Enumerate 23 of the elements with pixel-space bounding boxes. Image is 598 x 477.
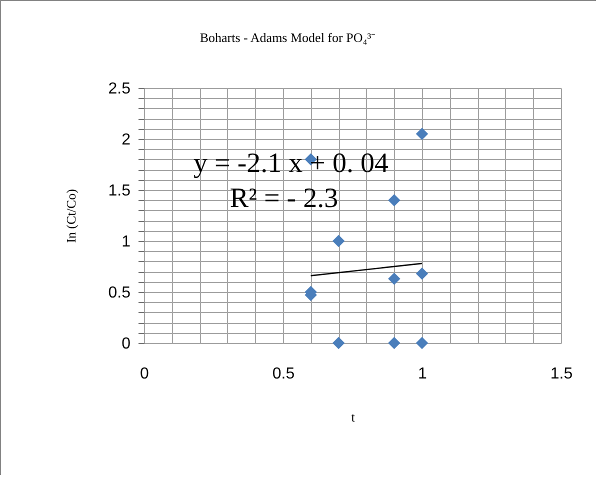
y-tick-label: 1.5 [108, 182, 131, 200]
y-tick-label: 2 [122, 132, 131, 148]
point [388, 194, 400, 206]
y-tick-label: 0.5 [108, 284, 131, 302]
y-tick-label: 0 [122, 336, 131, 352]
point [416, 336, 428, 350]
chart-title: Boharts - Adams Model for PO₄³⁻ [200, 30, 376, 45]
point [416, 268, 428, 280]
y-tick-label: 1 [122, 234, 131, 250]
annotation: y = -2.1 x + 0. 04 [194, 148, 388, 179]
point [388, 272, 400, 285]
x-tick-label: 1 [418, 366, 428, 382]
point [332, 336, 345, 350]
point [416, 128, 428, 140]
x-tick-label: 1.5 [550, 366, 573, 382]
x-tick-label: 0 [140, 366, 150, 382]
x-tick-label: 0.5 [272, 366, 295, 382]
y-axis-title: In (Ct/Co) [63, 189, 78, 243]
y-tick-label: 2.5 [108, 80, 131, 98]
point [332, 234, 345, 248]
point [388, 336, 400, 350]
x-axis-title: t [351, 410, 356, 424]
annotation: R² = - 2.3 [230, 183, 338, 214]
